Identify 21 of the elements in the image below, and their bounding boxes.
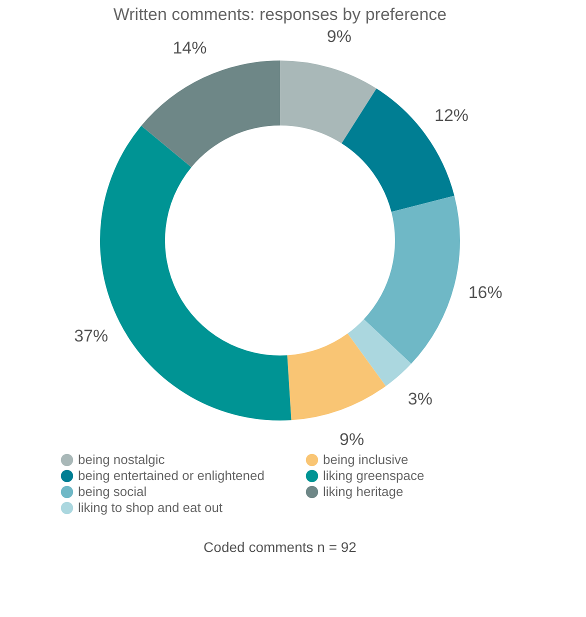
donut-slice <box>280 60 376 144</box>
data-label: 16% <box>468 283 502 302</box>
text: Coded comments n = 92 <box>204 539 357 555</box>
data-label: 37% <box>74 326 108 346</box>
legend-label: liking heritage <box>323 484 404 499</box>
data-label: 14% <box>172 38 207 58</box>
donut-slice <box>364 196 460 364</box>
data-label: 12% <box>434 106 469 125</box>
legend-label: being social <box>78 484 147 499</box>
data-label: 9% <box>326 26 352 46</box>
data-label: 9% <box>340 430 364 449</box>
donut-slice <box>348 319 412 386</box>
data-label: 3% <box>408 390 432 409</box>
legend-label: liking greenspace <box>323 468 424 483</box>
legend-label: liking to shop and eat out <box>78 500 223 515</box>
legend-label: being entertained or enlightened <box>78 468 264 483</box>
legend-label: being inclusive <box>323 452 408 467</box>
legend-label: being nostalgic <box>78 452 166 467</box>
chart-title: Written comments: responses by preference <box>113 4 447 24</box>
donut-slice <box>141 60 280 168</box>
donut-slice <box>287 334 386 420</box>
